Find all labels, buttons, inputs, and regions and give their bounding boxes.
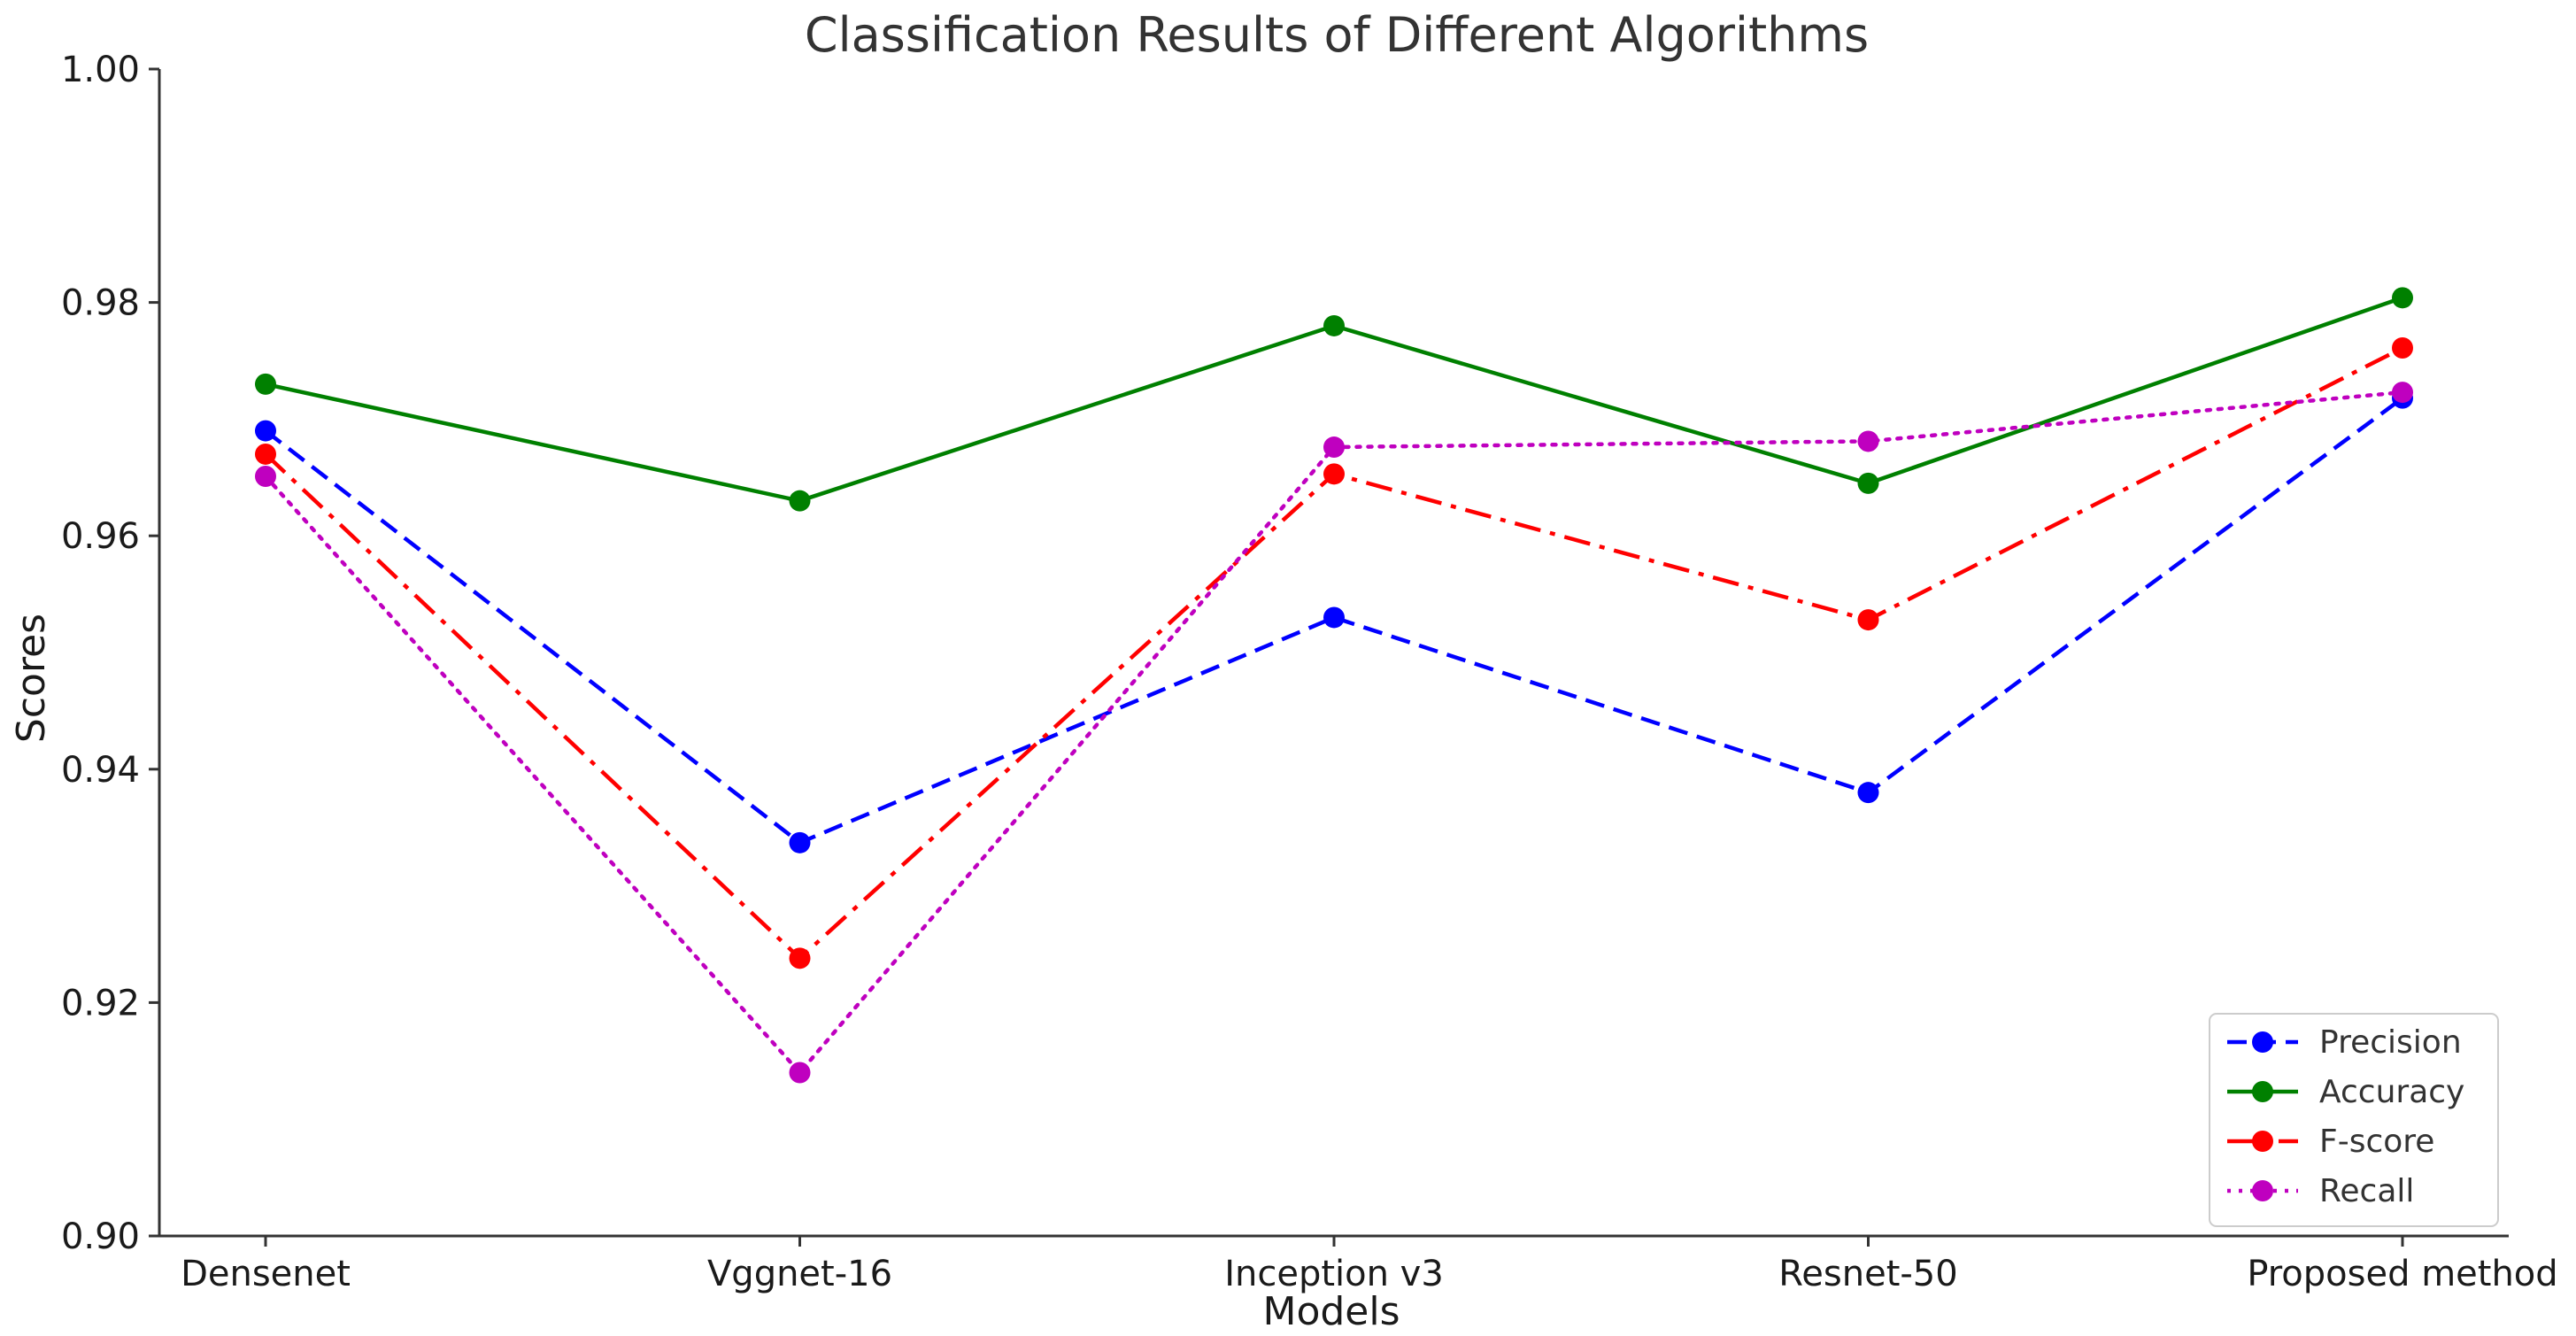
legend-label: Accuracy xyxy=(2319,1074,2464,1110)
accuracy-point xyxy=(1323,314,1345,336)
f-score-point xyxy=(255,443,276,465)
legend: Precision Accuracy F-score Recall xyxy=(2209,1013,2499,1227)
x-tick-label: Resnet-50 xyxy=(1778,1254,1957,1294)
f-score-point xyxy=(1323,463,1345,485)
y-tick-label: 0.98 xyxy=(61,283,140,324)
accuracy-point xyxy=(789,490,811,512)
y-tick-label: 0.92 xyxy=(61,983,140,1023)
recall-point xyxy=(255,465,276,487)
y-tick-label: 1.00 xyxy=(61,50,140,90)
legend-item-precision: Precision xyxy=(2227,1024,2462,1061)
x-tick-label: Inception v3 xyxy=(1224,1254,1444,1294)
y-tick-label: 0.96 xyxy=(61,516,140,557)
legend-marker xyxy=(2252,1081,2273,1102)
f-score-point xyxy=(1857,609,1879,631)
recall-point xyxy=(1323,436,1345,459)
series-layer xyxy=(255,287,2413,1084)
accuracy-point xyxy=(2392,287,2413,309)
precision-point xyxy=(1323,606,1345,629)
series-recall xyxy=(255,382,2413,1084)
y-axis-title: Scores xyxy=(9,614,54,743)
series-accuracy xyxy=(255,287,2413,512)
x-tick-label: Proposed method xyxy=(2247,1254,2557,1294)
precision-line xyxy=(264,396,2404,846)
legend-item-accuracy: Accuracy xyxy=(2227,1074,2464,1110)
precision-point xyxy=(255,420,276,442)
y-tick-label: 0.90 xyxy=(61,1216,140,1257)
legend-marker xyxy=(2252,1180,2273,1201)
legend-marker xyxy=(2252,1131,2273,1152)
x-axis-title: Models xyxy=(1262,1289,1400,1334)
legend-box xyxy=(2209,1013,2499,1227)
recall-point xyxy=(2392,382,2413,404)
x-tick-label: Vggnet-16 xyxy=(707,1254,892,1294)
legend-marker xyxy=(2252,1031,2273,1053)
accuracy-point xyxy=(1857,472,1879,494)
y-tick-label: 0.94 xyxy=(61,750,140,791)
chart-title: Classification Results of Different Algo… xyxy=(805,7,1869,63)
legend-label: F-score xyxy=(2319,1124,2434,1160)
accuracy-point xyxy=(255,373,276,395)
recall-point xyxy=(789,1062,811,1084)
legend-item-f-score: F-score xyxy=(2227,1124,2434,1160)
legend-item-recall: Recall xyxy=(2227,1173,2414,1209)
recall-line xyxy=(263,390,2405,1075)
f-score-point xyxy=(2392,337,2413,359)
x-tick-label: Densenet xyxy=(181,1254,351,1294)
recall-point xyxy=(1857,430,1879,452)
legend-label: Precision xyxy=(2319,1024,2462,1061)
precision-point xyxy=(789,831,811,853)
series-f-score xyxy=(255,337,2413,969)
legend-label: Recall xyxy=(2319,1173,2414,1209)
axes: 0.90 0.92 0.94 0.96 0.98 1.00 Densenet Vggnet-1… xyxy=(61,50,2558,1294)
precision-point xyxy=(1857,782,1879,804)
f-score-point xyxy=(789,947,811,969)
